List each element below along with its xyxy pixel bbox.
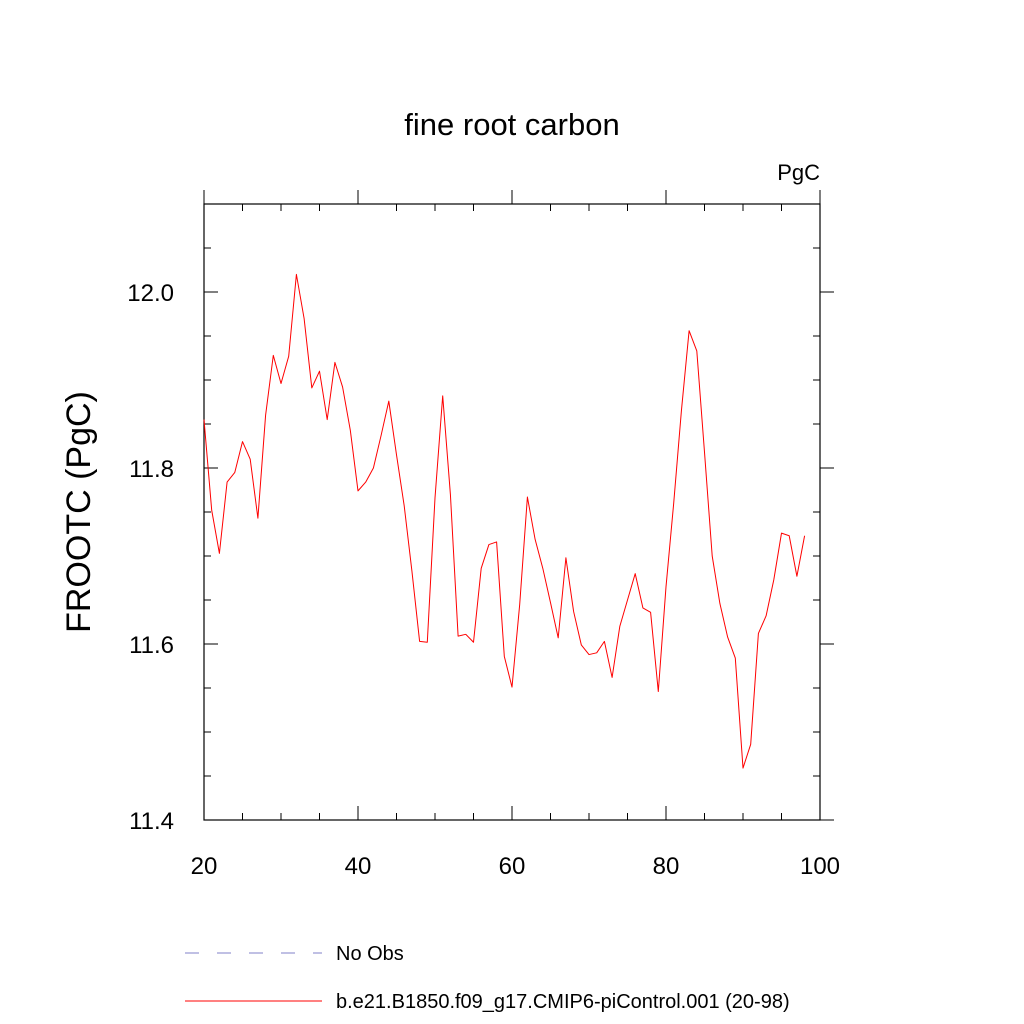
y-tick-label: 11.4 <box>129 808 174 835</box>
x-tick-label: 80 <box>653 853 680 880</box>
plot-frame <box>203 203 821 821</box>
legend-label-control: b.e21.B1850.f09_g17.CMIP6-piControl.001 … <box>336 991 790 1013</box>
y-tick-labels: 11.4 11.6 11.8 12.0 <box>127 280 174 835</box>
minor-ticks <box>204 203 820 820</box>
x-tick-label: 20 <box>191 853 218 880</box>
legend-label-no-obs: No Obs <box>336 943 404 965</box>
y-tick-label: 12.0 <box>127 280 174 307</box>
x-tick-label: 40 <box>345 853 372 880</box>
x-tick-labels: 20 40 60 80 100 <box>191 853 840 880</box>
y-axis-label: FROOTC (PgC) <box>60 391 98 633</box>
legend: No Obs b.e21.B1850.f09_g17.CMIP6-piContr… <box>185 943 790 1013</box>
chart-title: fine root carbon <box>404 107 619 142</box>
series-line-frootc <box>203 273 806 769</box>
y-tick-label: 11.6 <box>129 632 174 659</box>
series-layer <box>203 273 806 769</box>
major-ticks <box>203 190 834 821</box>
y-tick-label: 11.8 <box>129 456 174 483</box>
x-tick-label: 60 <box>499 853 526 880</box>
units-label: PgC <box>777 160 820 185</box>
x-tick-label: 100 <box>800 853 840 880</box>
